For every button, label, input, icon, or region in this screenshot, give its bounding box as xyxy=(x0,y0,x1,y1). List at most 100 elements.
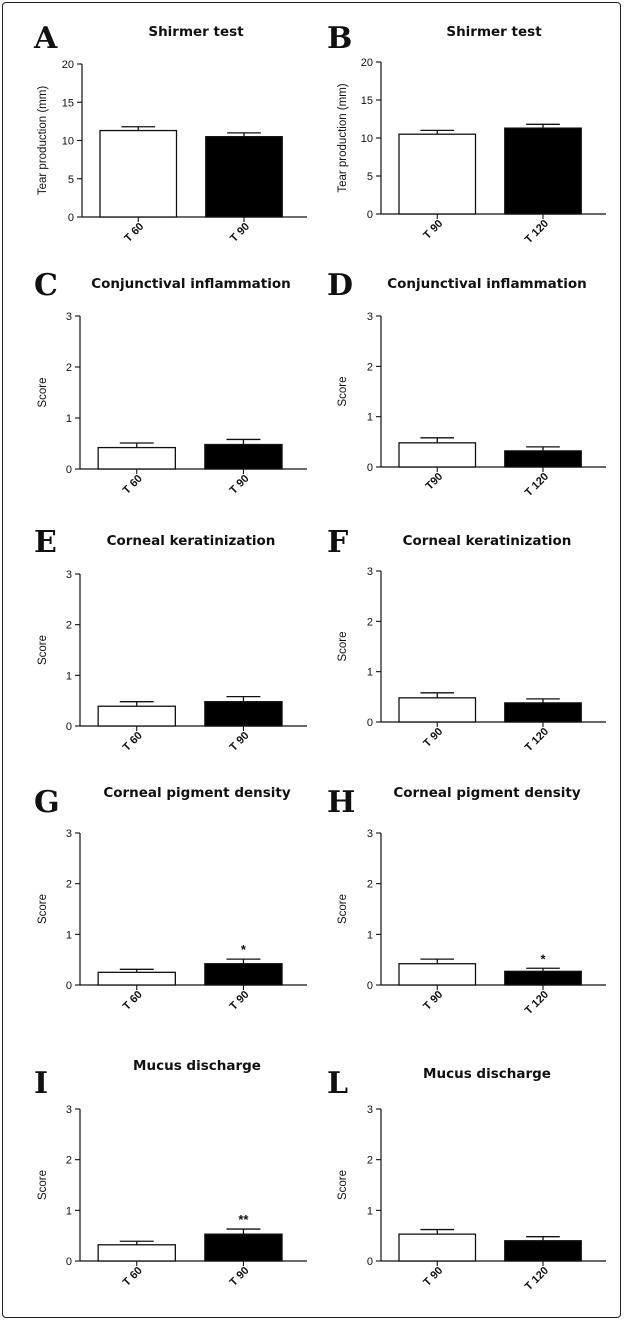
y-tick-label: 2 xyxy=(66,879,72,891)
bar-2 xyxy=(205,136,283,218)
y-tick-label: 0 xyxy=(367,209,373,221)
bar-2 xyxy=(504,450,582,468)
x-tick-label: T 120 xyxy=(523,726,551,754)
y-axis-label: Score xyxy=(37,377,49,407)
y-tick-label: 3 xyxy=(66,569,72,581)
x-tick-label: T 90 xyxy=(228,989,252,1013)
panel-title: Conjunctival inflammation xyxy=(387,276,587,292)
x-tick-label: T 60 xyxy=(121,730,145,754)
y-tick-label: 5 xyxy=(367,171,373,183)
x-tick-label: T 90 xyxy=(421,726,445,750)
bar-1 xyxy=(97,971,176,986)
panel-title: Corneal keratinization xyxy=(403,533,572,549)
y-tick-label: 3 xyxy=(367,566,373,578)
y-tick-label: 2 xyxy=(66,620,72,632)
panel-label: D xyxy=(327,268,353,303)
bar-1 xyxy=(398,697,477,723)
panel-label: B xyxy=(327,21,352,56)
y-tick-label: 0 xyxy=(68,212,74,224)
panel-label: H xyxy=(327,785,355,820)
x-tick-label: T 120 xyxy=(523,1265,551,1293)
panel-label: F xyxy=(327,525,348,560)
bar-2 xyxy=(504,1240,582,1262)
y-tick-label: 10 xyxy=(361,133,373,145)
panel-label: I xyxy=(34,1066,48,1101)
y-tick-label: 2 xyxy=(66,1155,72,1167)
y-axis-label: Score xyxy=(337,1170,349,1200)
x-tick-label: T 90 xyxy=(421,218,445,242)
x-tick-label: T 60 xyxy=(121,473,145,497)
panel-l: L Mucus discharge Score 0 1 2 3 T 90 T 120 xyxy=(327,1066,606,1293)
x-tick-label: T 90 xyxy=(228,221,252,245)
bar-1 xyxy=(97,1244,176,1262)
x-tick-label: T 90 xyxy=(228,1265,252,1289)
y-tick-label: 1 xyxy=(66,1205,72,1217)
panel-label: G xyxy=(34,785,60,820)
y-tick-label: 2 xyxy=(367,879,373,891)
panel-f: F Corneal keratinization Score 0 1 2 3 T 90 T 12… xyxy=(327,525,606,754)
y-tick-label: 3 xyxy=(367,828,373,840)
panel-e: E Corneal keratinization Score 0 1 2 3 T 60 T 90 xyxy=(34,525,307,754)
x-tick-label: T 120 xyxy=(523,218,551,246)
y-tick-label: 3 xyxy=(66,1104,72,1116)
x-tick-label: T 60 xyxy=(121,1265,145,1289)
bar-1 xyxy=(97,446,176,470)
panel-title: Shirmer test xyxy=(148,24,244,40)
panel-title: Mucus discharge xyxy=(423,1066,551,1082)
bar-1 xyxy=(398,1233,477,1262)
panel-title: Mucus discharge xyxy=(133,1058,261,1074)
panel-title: Corneal pigment density xyxy=(393,785,581,801)
y-tick-label: 0 xyxy=(367,462,373,474)
panel-g: G Corneal pigment density Score 0 1 2 3 T 60 T 9… xyxy=(34,785,307,1013)
y-tick-label: 0 xyxy=(367,1256,373,1268)
y-tick-label: 1 xyxy=(367,667,373,679)
panel-i: I Mucus discharge Score 0 1 2 3 T 60 T 90 ** xyxy=(34,1058,307,1289)
bar-2 xyxy=(204,963,283,986)
y-tick-label: 2 xyxy=(66,362,72,374)
y-tick-label: 20 xyxy=(361,57,373,69)
y-axis-label: Score xyxy=(337,631,349,661)
y-tick-label: 1 xyxy=(367,1205,373,1217)
panel-a: A Shirmer test Tear production (mm) 0 5 10 15 2… xyxy=(33,21,307,245)
y-tick-label: 3 xyxy=(367,311,373,323)
x-tick-label: T 90 xyxy=(228,730,252,754)
x-tick-label: T 120 xyxy=(523,989,551,1017)
x-tick-label: T 120 xyxy=(523,471,551,499)
y-axis-label: Score xyxy=(37,894,49,924)
x-tick-label: T 90 xyxy=(421,989,445,1013)
bar-2 xyxy=(504,702,582,723)
bar-1 xyxy=(398,963,477,986)
panel-b: B Shirmer test Tear production (mm) 0 5 10 15 2… xyxy=(327,21,606,246)
y-tick-label: 1 xyxy=(367,929,373,941)
panel-title: Conjunctival inflammation xyxy=(91,276,291,292)
x-tick-label: T 60 xyxy=(122,221,146,245)
bar-2 xyxy=(504,127,582,215)
bar-1 xyxy=(97,705,176,727)
y-axis-label: Score xyxy=(37,1170,49,1200)
y-tick-label: 3 xyxy=(66,311,72,323)
bar-1 xyxy=(398,133,477,215)
panel-c: C Conjunctival inflammation Score 0 1 2 3 T 60 T… xyxy=(34,268,307,497)
panel-label: L xyxy=(327,1066,348,1101)
y-tick-label: 2 xyxy=(367,361,373,373)
y-tick-label: 0 xyxy=(66,464,72,476)
bar-2 xyxy=(204,443,283,470)
y-tick-label: 1 xyxy=(367,412,373,424)
y-axis-label: Tear production (mm) xyxy=(337,83,349,192)
significance-marker: ** xyxy=(238,1212,249,1227)
x-tick-label: T 90 xyxy=(421,1265,445,1289)
y-axis-label: Score xyxy=(337,376,349,406)
y-tick-label: 15 xyxy=(62,97,74,109)
bar-2 xyxy=(204,701,283,727)
y-tick-label: 20 xyxy=(62,59,74,71)
y-tick-label: 5 xyxy=(68,174,74,186)
y-tick-label: 3 xyxy=(66,828,72,840)
x-tick-label: T 90 xyxy=(228,473,252,497)
y-tick-label: 1 xyxy=(66,413,72,425)
x-tick-label: T 60 xyxy=(121,989,145,1013)
y-tick-label: 0 xyxy=(367,717,373,729)
significance-marker: * xyxy=(540,951,546,966)
bar-2 xyxy=(204,1233,283,1262)
